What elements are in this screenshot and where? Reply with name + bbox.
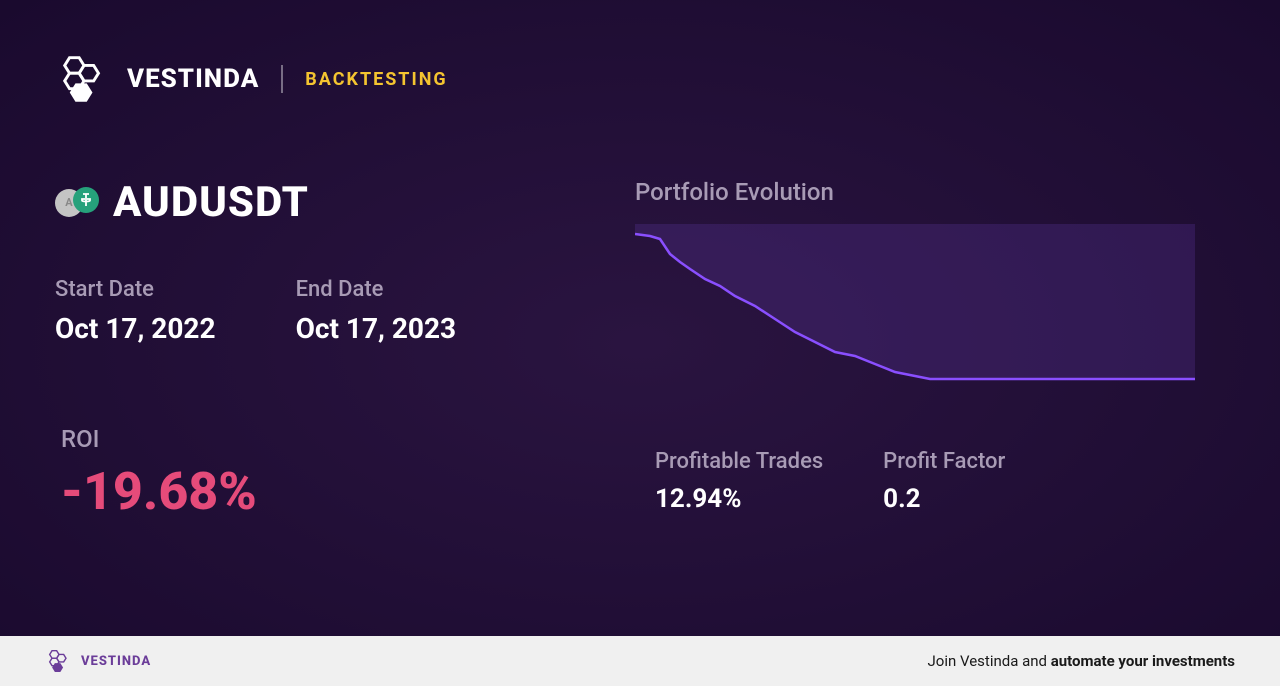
footer-logo[interactable]: VESTINDA [45, 647, 151, 675]
start-date-block: Start Date Oct 17, 2022 [55, 277, 216, 345]
footer-cta[interactable]: Join Vestinda and automate your investme… [928, 652, 1236, 670]
coin-icons: A [55, 187, 103, 219]
footer-cta-prefix: Join Vestinda and [928, 652, 1051, 670]
start-date-value: Oct 17, 2022 [55, 312, 216, 345]
profit-factor-label: Profit Factor [883, 449, 1005, 474]
logo-group[interactable]: VESTINDA [55, 50, 259, 108]
brand-name: VESTINDA [127, 64, 259, 94]
footer: VESTINDA Join Vestinda and automate your… [0, 636, 1280, 686]
end-date-label: End Date [296, 277, 457, 302]
end-date-value: Oct 17, 2023 [296, 312, 457, 345]
roi-value: -19.68% [61, 461, 575, 522]
footer-logo-icon [45, 647, 73, 675]
profitable-trades-label: Profitable Trades [655, 449, 823, 474]
chart-area [635, 224, 1195, 404]
header: VESTINDA BACKTESTING [0, 0, 1280, 138]
roi-label: ROI [61, 425, 575, 453]
profitable-trades-value: 12.94% [655, 484, 823, 514]
footer-cta-bold: automate your investments [1051, 652, 1235, 670]
roi-block: ROI -19.68% [55, 425, 575, 522]
left-column: A AUDUSDT Start Date Oct 17, 2022 End Da… [55, 178, 575, 522]
coin-b-icon [73, 187, 99, 213]
right-column: Portfolio Evolution Profitable Trades 12… [635, 178, 1225, 522]
symbol-row: A AUDUSDT [55, 178, 575, 227]
metrics-row: Profitable Trades 12.94% Profit Factor 0… [635, 449, 1225, 514]
start-date-label: Start Date [55, 277, 216, 302]
header-divider [281, 65, 283, 93]
chart-title: Portfolio Evolution [635, 178, 1225, 206]
portfolio-chart [635, 224, 1195, 404]
profit-factor-value: 0.2 [883, 484, 1005, 514]
section-label: BACKTESTING [305, 69, 447, 90]
footer-brand-name: VESTINDA [81, 654, 151, 669]
symbol-pair: AUDUSDT [113, 178, 309, 227]
main-content: A AUDUSDT Start Date Oct 17, 2022 End Da… [0, 138, 1280, 522]
profit-factor-block: Profit Factor 0.2 [883, 449, 1005, 514]
end-date-block: End Date Oct 17, 2023 [296, 277, 457, 345]
date-row: Start Date Oct 17, 2022 End Date Oct 17,… [55, 277, 575, 345]
logo-icon [55, 50, 113, 108]
profitable-trades-block: Profitable Trades 12.94% [655, 449, 823, 514]
